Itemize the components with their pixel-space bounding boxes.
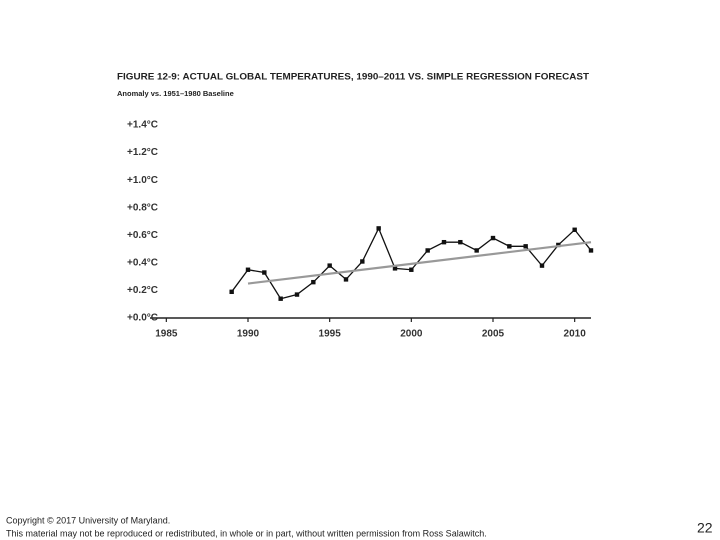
point [507,244,512,249]
point [343,277,349,282]
y-tick-label: +0.0°C [127,313,158,324]
point [523,244,528,249]
y-tick-label: +0.2°C [127,285,158,296]
point [376,226,381,231]
y-tick-label: +0.6°C [127,230,158,241]
point [360,259,365,264]
point [311,279,316,285]
point [441,239,447,245]
y-tick-label: +1.0°C [127,175,158,186]
notice: This material may not be reproduced or r… [6,528,487,538]
page-number: 22 [697,520,713,536]
point [458,239,463,245]
y-tick-label: +1.4°C [127,120,158,131]
copyright: Copyright © 2017 University of Maryland. [6,515,170,525]
x-tick-label: 2000 [400,329,423,340]
point [490,235,496,241]
point [262,270,267,275]
point [425,248,430,253]
point [556,242,561,248]
chart-title: FIGURE 12-9: ACTUAL GLOBAL TEMPERATURES,… [117,72,589,83]
x-tick-label: 2010 [564,329,587,340]
y-tick-label: +0.8°C [127,202,158,213]
x-tick-label: 2005 [482,329,505,340]
point [539,263,545,268]
point [278,296,283,301]
series-line [247,241,592,285]
point [474,248,479,253]
point [588,248,594,253]
point [409,267,414,272]
point [294,292,300,297]
point [572,227,577,232]
point [245,267,251,272]
x-tick-label: 1990 [237,329,260,340]
point [327,263,332,268]
point [229,289,234,295]
y-tick-label: +1.2°C [127,147,158,158]
y-tick-label: +0.4°C [127,257,158,268]
x-tick-label: 1985 [155,329,178,340]
chart-subtitle: Anomaly vs. 1951–1980 Baseline [117,89,234,98]
x-tick-label: 1995 [319,329,342,340]
point [392,266,398,271]
